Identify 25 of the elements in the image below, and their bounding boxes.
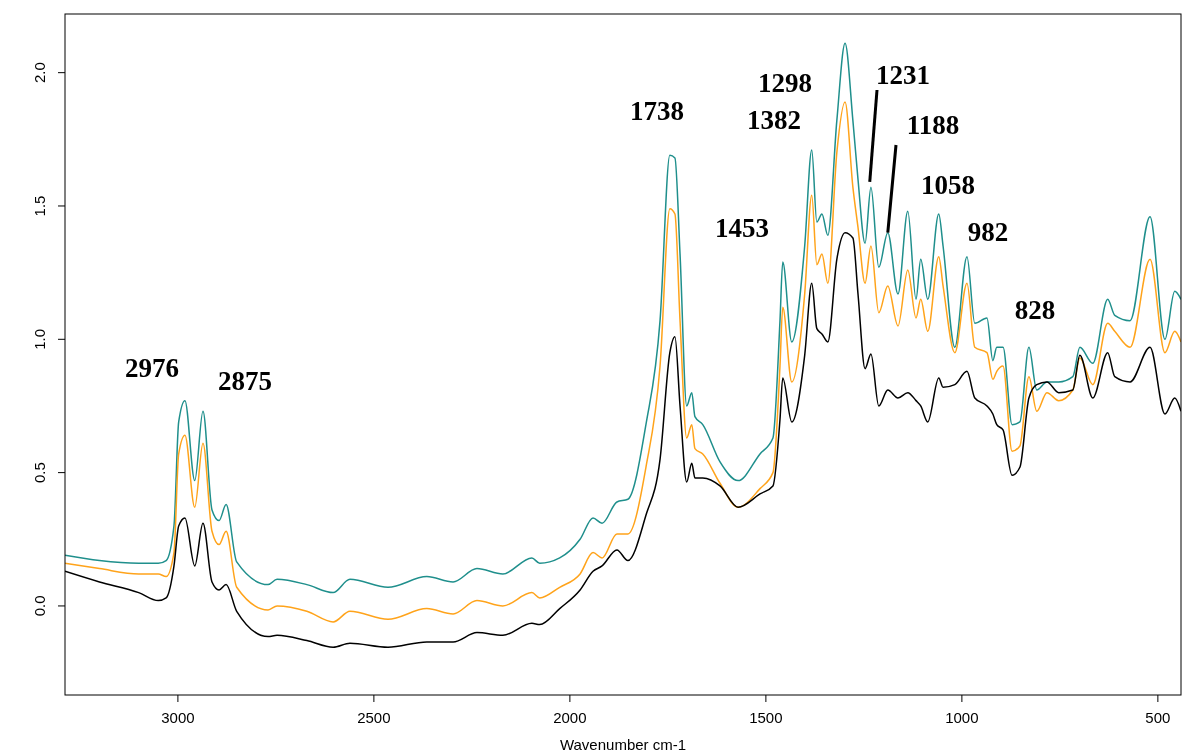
- annotation: 2875: [218, 366, 272, 397]
- y-tick-label: 2.0: [31, 62, 48, 84]
- annotation: 982: [967, 217, 1009, 248]
- x-tick-label: 3000: [161, 709, 195, 726]
- annotation: 828: [1014, 295, 1056, 326]
- x-tick-label: 2000: [553, 709, 587, 726]
- annotation: 1298: [758, 68, 812, 99]
- x-tick-label: 2500: [357, 709, 391, 726]
- y-tick-label: 0.0: [31, 595, 48, 617]
- x-tick-label: 1000: [945, 709, 979, 726]
- line-series: [65, 42, 1181, 594]
- x-tick-label: 500: [1145, 709, 1171, 726]
- x-tick-label: 1500: [749, 709, 783, 726]
- annotation: 1058: [921, 170, 975, 201]
- annotation: 1382: [747, 105, 801, 136]
- line-series: [65, 101, 1181, 623]
- y-tick-label: 1.0: [31, 328, 48, 350]
- x-axis-title: Wavenumber cm-1: [559, 736, 687, 753]
- y-tick-label: 0.5: [31, 462, 48, 484]
- annotation: 1453: [715, 213, 769, 244]
- y-tick-label: 1.5: [31, 195, 48, 217]
- annotation: 1231: [876, 60, 930, 91]
- annotation: 1188: [906, 110, 960, 141]
- annotation: 2976: [125, 353, 179, 384]
- annotation: 1738: [630, 96, 684, 127]
